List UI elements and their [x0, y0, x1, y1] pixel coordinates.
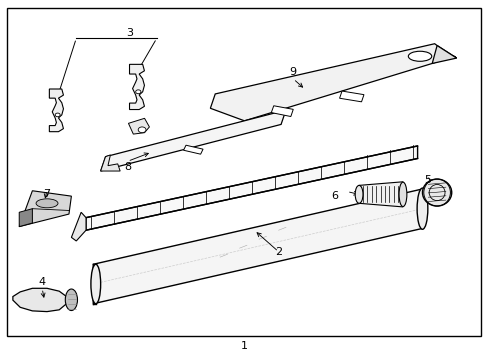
Text: 9: 9	[289, 67, 296, 77]
Polygon shape	[339, 91, 363, 102]
Text: 8: 8	[123, 162, 131, 172]
Text: 5: 5	[423, 175, 430, 185]
Polygon shape	[19, 191, 71, 226]
Polygon shape	[431, 45, 456, 63]
Ellipse shape	[36, 199, 58, 208]
Polygon shape	[71, 212, 86, 241]
Ellipse shape	[407, 51, 431, 61]
Text: 7: 7	[43, 189, 50, 199]
Ellipse shape	[398, 182, 406, 207]
Text: 2: 2	[275, 247, 282, 257]
Polygon shape	[129, 64, 144, 109]
Polygon shape	[13, 288, 66, 312]
Ellipse shape	[91, 264, 101, 304]
Circle shape	[135, 90, 141, 94]
Circle shape	[55, 113, 60, 117]
Polygon shape	[19, 209, 32, 226]
Polygon shape	[210, 44, 456, 121]
Ellipse shape	[354, 185, 362, 203]
Polygon shape	[128, 118, 149, 134]
Circle shape	[138, 127, 146, 133]
Polygon shape	[93, 189, 422, 304]
Polygon shape	[183, 145, 203, 154]
Polygon shape	[86, 146, 417, 230]
Ellipse shape	[422, 179, 451, 206]
Ellipse shape	[65, 289, 77, 311]
Text: 6: 6	[330, 191, 338, 201]
Text: 3: 3	[126, 28, 133, 38]
Polygon shape	[271, 106, 293, 117]
Polygon shape	[358, 182, 402, 207]
Ellipse shape	[416, 188, 427, 229]
Polygon shape	[49, 89, 63, 132]
Polygon shape	[101, 155, 120, 171]
Text: 1: 1	[241, 341, 247, 351]
Text: 4: 4	[39, 277, 45, 287]
Polygon shape	[101, 110, 285, 171]
